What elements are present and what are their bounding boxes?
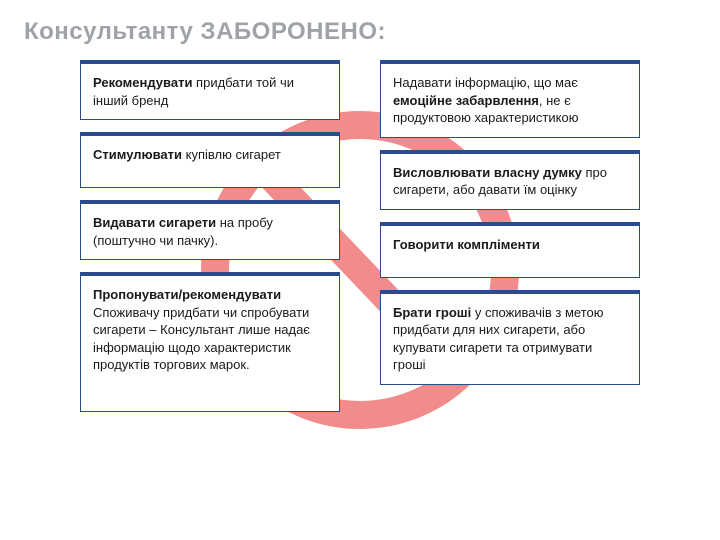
left-box-1: Стимулювати купівлю сигарет (80, 132, 340, 188)
right-box-3-frag-0: Брати гроші (393, 305, 475, 320)
right-box-2-frag-0: Говорити компліменти (393, 237, 540, 252)
left-box-3-frag-0: Пропонувати/рекомендувати (93, 287, 281, 302)
right-box-0: Надавати інформацію, що має емоційне заб… (380, 60, 640, 138)
page-title: Консультанту ЗАБОРОНЕНО: (24, 18, 386, 46)
right-box-0-frag-1: емоційне забарвлення (393, 93, 539, 108)
content-columns: Рекомендувати придбати той чи інший брен… (80, 60, 680, 412)
right-box-0-frag-0: Надавати інформацію, що має (393, 75, 578, 90)
left-box-0-frag-0: Рекомендувати (93, 75, 196, 90)
right-box-1-frag-0: Висловлювати власну думку (393, 165, 586, 180)
left-box-1-frag-1: купівлю сигарет (186, 147, 281, 162)
right-box-2: Говорити компліменти (380, 222, 640, 278)
left-box-0: Рекомендувати придбати той чи інший брен… (80, 60, 340, 120)
left-box-1-frag-0: Стимулювати (93, 147, 186, 162)
right-column: Надавати інформацію, що має емоційне заб… (380, 60, 640, 412)
left-box-3-frag-1: Споживачу придбати чи спробувати сигарет… (93, 305, 310, 373)
left-box-2: Видавати сигарети на пробу (поштучно чи … (80, 200, 340, 260)
left-box-2-frag-0: Видавати сигарети (93, 215, 220, 230)
left-box-3: Пропонувати/рекомендувати Споживачу придб… (80, 272, 340, 412)
right-box-1: Висловлювати власну думку про сигарети, … (380, 150, 640, 210)
left-column: Рекомендувати придбати той чи інший брен… (80, 60, 340, 412)
right-box-3: Брати гроші у споживачів з метою придбат… (380, 290, 640, 385)
